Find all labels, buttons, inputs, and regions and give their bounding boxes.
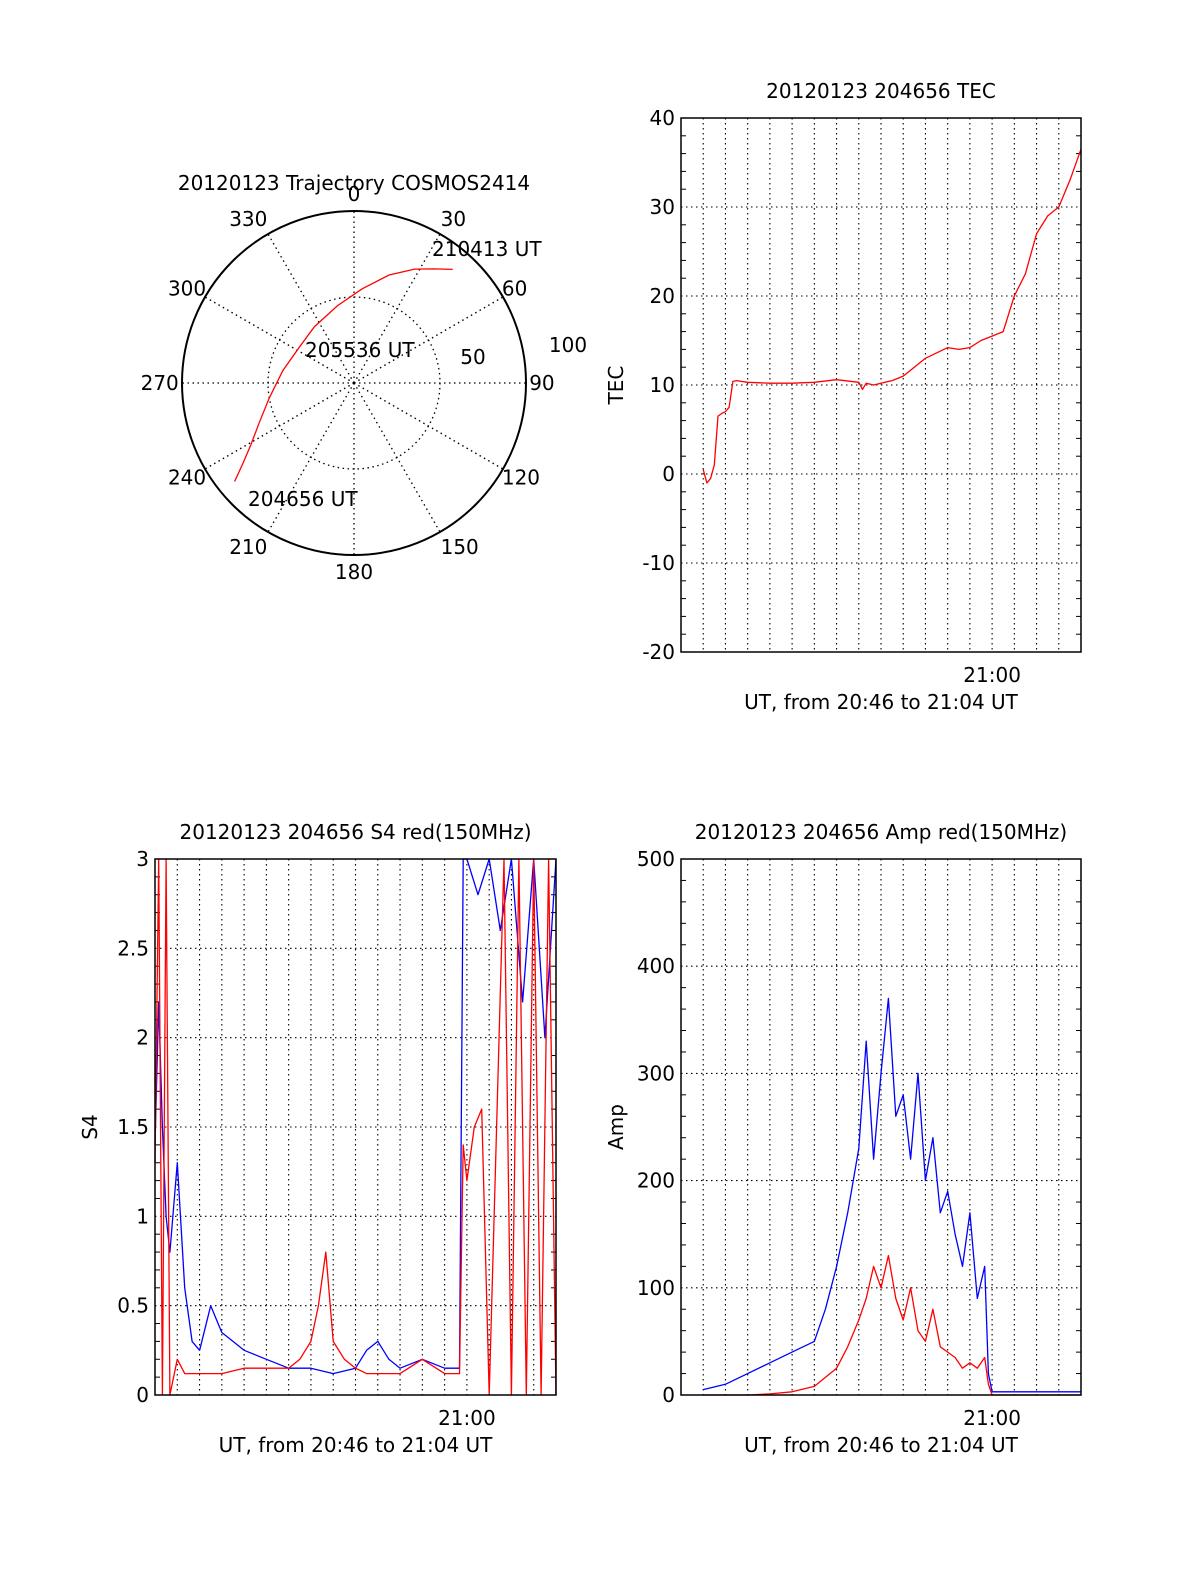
theta-label: 240 [168, 466, 206, 490]
y-tick-label: 200 [637, 1169, 675, 1193]
amp-line-chart: 20120123 204656 Amp red(150MHz) 0 100 200 30… [604, 820, 1082, 1457]
y-tick-label: 0 [662, 462, 675, 486]
chart-title: 20120123 204656 S4 red(150MHz) [180, 820, 532, 844]
theta-label: 180 [335, 560, 373, 584]
y-tick-label: 400 [637, 954, 675, 978]
plot-frame [154, 858, 557, 1396]
series-line [703, 1254, 1081, 1396]
y-tick-label: 30 [650, 195, 675, 219]
grid-spoke [353, 233, 441, 384]
y-tick-label: 0 [662, 1383, 675, 1407]
trajectory-time-label: 205536 UT [305, 338, 415, 362]
x-tick-label: 21:00 [438, 1406, 496, 1430]
grid-spoke [267, 233, 355, 384]
chart-title: 20120123 204656 Amp red(150MHz) [695, 820, 1067, 844]
theta-label: 300 [168, 276, 206, 300]
y-tick-label: 2.5 [117, 936, 149, 960]
grid-spoke [353, 382, 441, 533]
grid-circle [267, 296, 441, 470]
x-axis-label: UT, from 20:46 to 21:04 UT [744, 690, 1019, 714]
chart-title: 20120123 204656 TEC [766, 79, 996, 103]
trajectory-line [234, 268, 453, 482]
y-axis-label: Amp [604, 1104, 628, 1150]
theta-label: 150 [441, 535, 479, 559]
y-tick-label: 100 [637, 1276, 675, 1300]
y-tick-label: 20 [650, 284, 675, 308]
radial-label: 50 [460, 345, 485, 369]
trajectory-time-label: 204656 UT [248, 487, 358, 511]
s4-line-chart: 20120123 204656 S4 red(150MHz) 0 0.5 1 1.5 2 2… [78, 820, 557, 1457]
theta-label: 90 [529, 371, 554, 395]
plot-boundary [181, 210, 527, 556]
y-tick-label: 40 [650, 106, 675, 130]
grid-spoke [204, 296, 355, 384]
y-tick-label: -10 [642, 551, 675, 575]
plot-frame [680, 117, 1082, 653]
y-axis-label: S4 [78, 1114, 102, 1139]
y-tick-label: 1.5 [117, 1115, 149, 1139]
y-tick-label: 2 [136, 1026, 149, 1050]
x-axis-label: UT, from 20:46 to 21:04 UT [219, 1433, 494, 1457]
y-axis-label: TEC [604, 366, 628, 406]
series-line [703, 997, 1081, 1393]
y-tick-label: 0.5 [117, 1294, 149, 1318]
y-tick-label: 300 [637, 1061, 675, 1085]
trajectory-time-label: 210413 UT [432, 237, 542, 261]
tec-line-chart: 20120123 204656 TEC -20 -10 0 10 20 30 40 21:00 U… [604, 79, 1082, 714]
chart-title: 20120123 Trajectory COSMOS2414 [178, 171, 530, 195]
plot-frame [680, 858, 1082, 1396]
grid-spoke [204, 382, 355, 470]
x-tick-label: 21:00 [963, 663, 1021, 687]
y-tick-label: 1 [136, 1204, 149, 1228]
series-line [702, 148, 1082, 484]
theta-label: 330 [229, 207, 267, 231]
x-tick-label: 21:00 [963, 1406, 1021, 1430]
y-tick-label: 500 [637, 847, 675, 871]
y-tick-label: -20 [642, 640, 675, 664]
theta-label: 30 [441, 207, 466, 231]
radial-label: 100 [549, 333, 587, 357]
theta-label: 270 [141, 371, 179, 395]
series-line [154, 858, 557, 1375]
y-tick-label: 3 [136, 847, 149, 871]
grid-spoke [353, 296, 504, 384]
theta-label: 0 [348, 182, 361, 206]
y-tick-label: 10 [650, 373, 675, 397]
x-axis-label: UT, from 20:46 to 21:04 UT [744, 1433, 1019, 1457]
theta-label: 120 [502, 466, 540, 490]
theta-label: 60 [502, 276, 527, 300]
y-tick-label: 0 [136, 1383, 149, 1407]
theta-label: 210 [229, 535, 267, 559]
series-line [154, 858, 557, 1396]
grid-spoke [267, 382, 355, 533]
